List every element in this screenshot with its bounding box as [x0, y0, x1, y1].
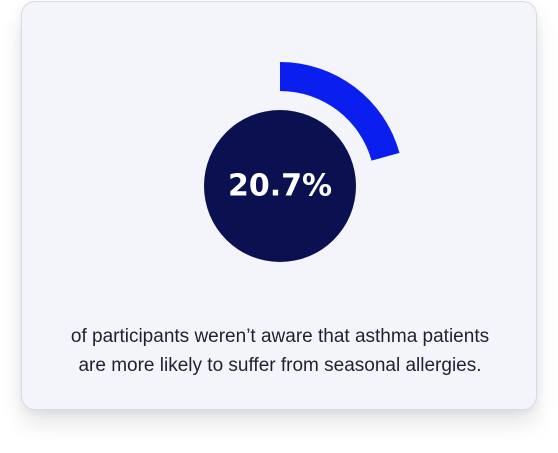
stat-caption: of participants weren’t aware that asthm…	[22, 322, 538, 380]
stat-value: 20.7%	[228, 169, 332, 204]
progress-arc	[280, 62, 400, 161]
caption-line-2: are more likely to suffer from seasonal …	[78, 355, 482, 376]
percentage-gauge: 20.7%	[204, 62, 400, 262]
center-disc	[204, 110, 356, 262]
caption-line-1: of participants weren’t aware that asthm…	[70, 326, 490, 347]
stat-card: 20.7% of participants weren’t aware that…	[21, 1, 537, 410]
